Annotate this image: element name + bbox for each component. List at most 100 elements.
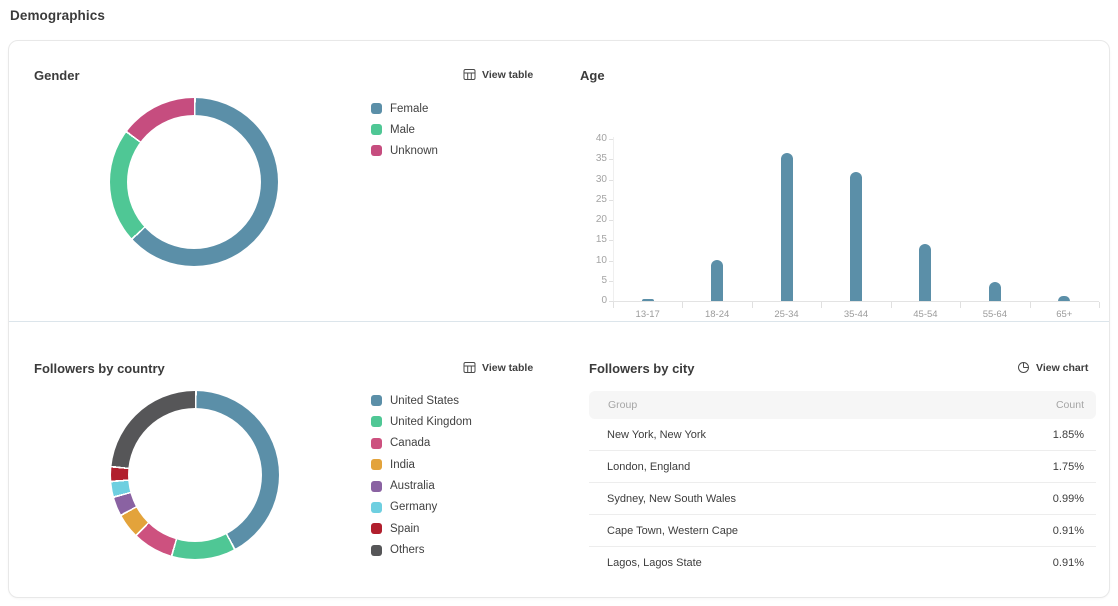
country-legend-swatch-australia	[371, 480, 382, 492]
x-axis-label-45-54: 45-54	[913, 309, 938, 320]
gender-legend-label-female: Female	[390, 102, 429, 115]
city-cell-count: 0.99%	[1052, 492, 1084, 505]
x-axis-tick-0	[613, 302, 614, 308]
gender-view-table-button[interactable]: View table	[463, 68, 533, 81]
x-axis-label-13-17: 13-17	[635, 309, 660, 320]
gender-legend: Female Male Unknown	[371, 101, 438, 164]
y-axis-tick-10	[608, 260, 613, 262]
age-bar-65	[1058, 296, 1071, 301]
age-bar-45-54	[919, 243, 932, 301]
country-legend-label-india: India	[390, 458, 415, 471]
followers-by-city-table: Group Count New York, New York 1.85% Londo…	[589, 391, 1096, 579]
table-icon	[463, 68, 476, 81]
x-axis-line	[613, 301, 1099, 302]
gender-donut-chart	[110, 98, 278, 266]
x-axis-tick-4	[890, 302, 892, 308]
table-icon	[463, 361, 476, 374]
country-legend-item-germany: Germany	[371, 500, 472, 515]
country-legend-item-united-states: United States	[371, 393, 472, 408]
x-axis-label-65: 65+	[1056, 309, 1073, 320]
gender-legend-label-male: Male	[390, 123, 415, 136]
page-title: Demographics	[10, 8, 105, 23]
x-axis-tick-5	[960, 302, 962, 308]
country-legend-item-canada: Canada	[371, 436, 472, 451]
gender-legend-item-male: Male	[371, 122, 438, 137]
city-view-chart-label: View chart	[1036, 361, 1089, 374]
gender-legend-item-unknown: Unknown	[371, 143, 438, 158]
city-view-chart-button[interactable]: View chart	[1017, 361, 1088, 374]
pie-chart-icon	[1017, 361, 1030, 374]
city-cell-count: 1.75%	[1052, 460, 1084, 473]
y-axis-label-35: 35	[595, 153, 607, 165]
gender-donut-hole	[127, 115, 261, 249]
age-bar-25-34	[780, 152, 793, 301]
city-cell-count: 0.91%	[1052, 557, 1084, 569]
section-divider	[9, 321, 1109, 322]
city-table-row-new-york-new-york: New York, New York 1.85%	[589, 419, 1096, 451]
country-donut-hole	[128, 408, 262, 542]
age-bar-18-24	[711, 260, 724, 301]
x-axis-label-25-34: 25-34	[774, 309, 799, 320]
y-axis-tick-0	[608, 301, 613, 302]
country-legend-item-india: India	[371, 457, 472, 472]
gender-view-table-label: View table	[482, 68, 534, 81]
city-section-title: Followers by city	[589, 361, 695, 376]
y-axis-label-25: 25	[595, 193, 607, 205]
gender-legend-swatch-male	[371, 124, 382, 135]
city-cell-group: Sydney, New South Wales	[607, 492, 737, 505]
city-table-header: Group Count	[589, 391, 1096, 419]
city-table-header-group: Group	[608, 399, 638, 411]
city-table-row-london-england: London, England 1.75%	[589, 451, 1096, 483]
y-axis-label-20: 20	[595, 214, 607, 225]
x-axis-label-35-44: 35-44	[843, 309, 869, 320]
x-axis-tick-1	[682, 302, 684, 308]
city-cell-group: Lagos, Lagos State	[607, 557, 702, 569]
city-table-header-count: Count	[1055, 399, 1084, 411]
country-legend-item-australia: Australia	[371, 479, 472, 494]
y-axis-tick-35	[608, 159, 613, 161]
x-axis-label-18-24: 18-24	[704, 309, 730, 320]
country-legend-swatch-united-states	[371, 395, 382, 406]
x-axis-tick-6	[1029, 302, 1031, 308]
country-view-table-button[interactable]: View table	[463, 361, 533, 374]
gender-legend-swatch-unknown	[371, 145, 382, 156]
country-legend-label-others: Others	[390, 544, 425, 557]
y-axis-line	[613, 137, 614, 301]
country-legend-swatch-canada	[371, 437, 382, 449]
country-legend-label-germany: Germany	[390, 501, 438, 514]
y-axis-tick-30	[608, 179, 613, 181]
x-axis-tick-2	[751, 302, 753, 308]
city-table-row-lagos-lagos-state: Lagos, Lagos State 0.91%	[589, 547, 1096, 579]
country-legend-swatch-india	[371, 459, 382, 471]
age-bar-chart: 0 5 10 15 20 25 30 35 40 13-17 18-24 25-34 35-44 45-5…	[575, 93, 1105, 323]
country-legend-label-united-states: United States	[390, 394, 460, 407]
country-legend-item-others: Others	[371, 543, 472, 558]
y-axis-tick-40	[608, 139, 613, 140]
gender-legend-label-unknown: Unknown	[390, 144, 438, 157]
city-cell-group: London, England	[607, 460, 691, 473]
city-cell-group: New York, New York	[607, 428, 707, 441]
y-axis-label-5: 5	[601, 274, 607, 286]
country-section-title: Followers by country	[34, 361, 165, 376]
y-axis-tick-25	[608, 199, 613, 201]
y-axis-tick-20	[608, 220, 613, 221]
y-axis-label-0: 0	[601, 295, 607, 306]
y-axis-tick-5	[608, 280, 613, 282]
country-legend: United States United Kingdom Canada India Au…	[371, 393, 472, 564]
y-axis-label-15: 15	[595, 234, 607, 246]
country-donut-chart	[111, 391, 279, 559]
country-view-table-label: View table	[482, 361, 534, 374]
country-legend-label-australia: Australia	[390, 480, 435, 493]
demographics-card: Gender View table Female Male Unknown Age …	[8, 40, 1110, 598]
y-axis-label-40: 40	[595, 133, 607, 144]
country-legend-label-united-kingdom: United Kingdom	[390, 415, 472, 428]
y-axis-tick-15	[608, 240, 613, 242]
gender-legend-swatch-female	[371, 103, 382, 114]
country-legend-item-united-kingdom: United Kingdom	[371, 414, 472, 429]
country-legend-label-spain: Spain	[390, 522, 420, 535]
country-legend-label-canada: Canada	[390, 437, 431, 450]
country-legend-swatch-united-kingdom	[371, 416, 382, 428]
gender-section-title: Gender	[34, 68, 80, 83]
x-axis-label-55-64: 55-64	[982, 309, 1007, 320]
city-table-row-sydney-new-south-wales: Sydney, New South Wales 0.99%	[589, 483, 1096, 515]
